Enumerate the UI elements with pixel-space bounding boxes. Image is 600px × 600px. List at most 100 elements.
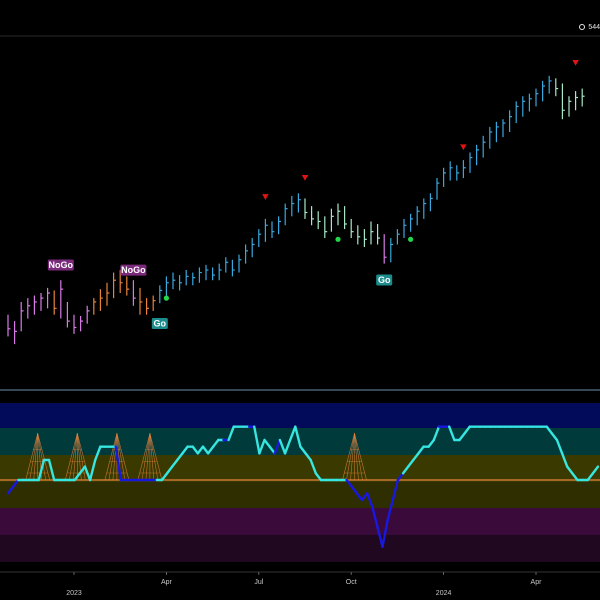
oscillator-segment-58	[304, 452, 312, 462]
oscillator-segment-55	[288, 425, 297, 442]
x-year-label-0: 2023	[66, 590, 82, 597]
signal-dot-1	[335, 236, 341, 242]
cone-ray-2-1	[108, 433, 118, 481]
cone-ray-3-0	[137, 433, 151, 481]
oscillator-band-4	[0, 508, 600, 535]
oscillator-band-3	[0, 482, 600, 508]
oscillator-segment-31	[165, 465, 174, 475]
oscillator-segment-78	[406, 458, 415, 468]
x-year-label-4: 2024	[436, 590, 452, 597]
cone-ray-1-0	[65, 433, 78, 481]
oscillator-segment-37	[196, 445, 205, 455]
oscillator-segment-105	[545, 425, 554, 435]
x-tick-label-5: Apr	[531, 579, 543, 586]
signal-badge-0	[47, 259, 74, 271]
x-tick-label-3: Oct	[346, 579, 357, 586]
cone-ray-2-2	[112, 433, 118, 481]
oscillator-cone-3	[137, 433, 163, 481]
oscillator-segment-83	[432, 425, 441, 442]
signal-badge-1	[120, 264, 147, 276]
oscillator-segment-66	[345, 478, 353, 488]
cone-ray-3-2	[145, 433, 151, 481]
oscillator-segment-57	[299, 445, 307, 455]
readout-circle-icon	[579, 24, 586, 31]
cone-ray-4-4	[354, 433, 359, 481]
oscillator-segment-49	[258, 438, 266, 455]
cone-ray-2-6	[116, 433, 130, 481]
oscillator-segment-32	[170, 458, 179, 468]
oscillator-segment-21	[114, 445, 123, 482]
oscillator-segment-77	[401, 465, 410, 475]
oscillator-segment-67	[350, 485, 359, 495]
signal-badge-text-2: Go	[154, 319, 167, 329]
oscillator-segment-48	[253, 425, 261, 455]
oscillator-segment-110	[571, 472, 579, 482]
cone-ray-1-1	[69, 433, 78, 481]
oscillator-segment-107	[555, 438, 564, 455]
price-readout: 544	[579, 24, 600, 31]
oscillator-segment-56	[294, 425, 302, 448]
oscillator-segment-89	[463, 425, 471, 435]
oscillator-segment-59	[309, 458, 318, 475]
oscillator-segment-73	[381, 518, 389, 548]
oscillator-cone-4	[342, 433, 367, 481]
signal-badge-text-0: NoGo	[49, 260, 74, 270]
oscillator-segment-70	[365, 492, 374, 508]
signal-dot-2	[408, 236, 414, 242]
cone-ray-0-6	[37, 433, 50, 481]
oscillator-segment-80	[417, 445, 425, 455]
oscillator-segment-33	[176, 452, 184, 462]
oscillator-segment-30	[160, 472, 169, 482]
oscillator-segment-88	[458, 432, 466, 442]
cone-ray-0-0	[25, 433, 38, 481]
oscillator-cones	[25, 433, 367, 481]
oscillator-segment-0	[6, 485, 15, 495]
signal-badge-3	[376, 274, 393, 286]
oscillator-segment-114	[591, 465, 600, 475]
cone-ray-0-2	[33, 433, 38, 481]
oscillator-segment-68	[355, 492, 364, 502]
signal-triangle-2	[460, 144, 467, 151]
oscillator-band-5	[0, 535, 600, 562]
oscillator-segment-50	[263, 438, 271, 448]
cone-ray-1-2	[73, 433, 78, 481]
oscillator-segment-109	[566, 465, 574, 475]
oscillator-segment-54	[283, 438, 292, 455]
oscillator-segment-39	[206, 445, 215, 455]
x-tick-label-1: Apr	[161, 579, 173, 586]
oscillator-segment-53	[278, 438, 287, 455]
oscillator-segment-60	[314, 472, 323, 482]
oscillator-segment-13	[73, 472, 82, 482]
oscillator-segment-6	[37, 458, 46, 482]
cone-ray-4-5	[354, 433, 363, 481]
signal-badge-2	[151, 318, 168, 329]
signal-triangle-3	[572, 60, 579, 66]
readout-value: 544	[588, 24, 600, 31]
oscillator-segment-74	[386, 498, 394, 522]
cone-ray-4-6	[354, 433, 367, 481]
oscillator-segment-52	[273, 438, 282, 455]
cone-ray-4-1	[346, 433, 355, 481]
oscillator-segment-38	[201, 445, 210, 455]
price-bars	[7, 75, 585, 345]
cone-ray-3-6	[149, 433, 163, 481]
oscillator-cone-1	[65, 433, 90, 481]
oscillator-band-0	[0, 403, 600, 428]
oscillator-segment-86	[448, 425, 456, 442]
oscillator-segment-108	[560, 452, 569, 468]
cone-ray-2-0	[104, 433, 118, 481]
oscillator-segment-8	[47, 458, 56, 482]
oscillator-segment-43	[227, 425, 235, 442]
oscillator-segment-34	[181, 445, 189, 455]
signal-badge-text-3: Go	[378, 275, 391, 285]
oscillator-segment-113	[586, 472, 595, 482]
oscillator-segment-82	[427, 438, 436, 448]
oscillator-cone-0	[25, 433, 50, 481]
oscillator-segment-75	[391, 478, 400, 502]
oscillator-segment-106	[550, 432, 559, 442]
x-axis: 2023 Apr Jul Oct 2024 Apr	[0, 571, 600, 597]
oscillator-line	[0, 425, 600, 548]
cone-ray-0-1	[29, 433, 38, 481]
cone-ray-3-1	[141, 433, 151, 481]
